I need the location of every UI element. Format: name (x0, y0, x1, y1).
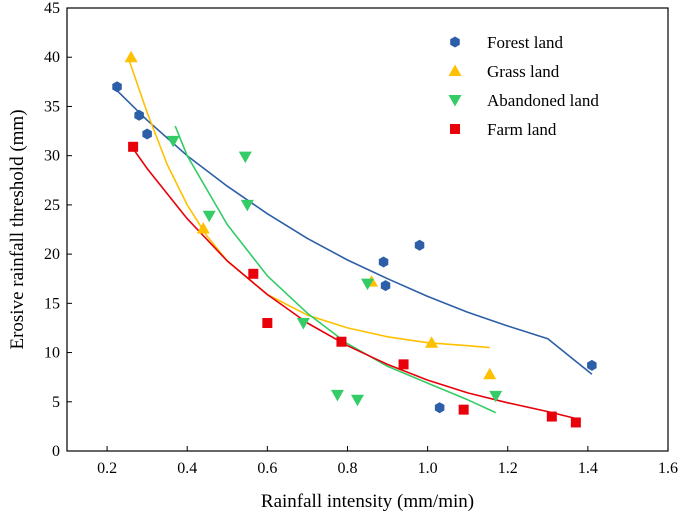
abandoned-land-point (489, 390, 503, 403)
abandoned-land-point (361, 278, 374, 291)
legend-item-grass-land: Grass land (448, 62, 560, 81)
farm-land-point (458, 404, 469, 415)
forest-land-point (112, 81, 122, 93)
y-axis-title: Erosive rainfall threshold (mm) (7, 109, 28, 349)
y-tick-label: 40 (44, 49, 60, 66)
farm-land-fit-curve (130, 145, 576, 420)
legend-label: Farm land (487, 120, 557, 139)
forest-land-point (134, 109, 144, 121)
x-tick-label: 0.4 (177, 460, 197, 477)
abandoned-land-point (330, 389, 344, 402)
legend-marker-forest-land (450, 36, 460, 48)
legend-item-farm-land: Farm land (450, 120, 557, 139)
x-tick-label: 1.6 (658, 460, 678, 477)
x-tick-label: 0.2 (97, 460, 117, 477)
y-tick-label: 25 (44, 197, 60, 214)
fit-curves (114, 59, 593, 420)
abandoned-land-point (238, 151, 252, 164)
axis-ticks (67, 7, 669, 452)
legend-label: Abandoned land (487, 91, 599, 110)
x-tick-label: 0.6 (257, 460, 277, 477)
legend-marker-grass-land (448, 64, 462, 76)
forest-land-point (142, 128, 152, 140)
farm-land-point (546, 411, 557, 422)
y-tick-label: 10 (44, 345, 60, 362)
abandoned-land-point (166, 135, 180, 148)
farm-land-point (128, 141, 139, 152)
grass-land-fit-curve (128, 59, 490, 349)
x-tick-label: 0.8 (337, 460, 357, 477)
y-tick-label: 0 (52, 443, 60, 460)
x-tick-label: 1.0 (418, 460, 438, 477)
tick-labels: 0.2 0.4 0.6 0.8 1.0 1.2 1.4 1.6 0 5 10 15 20 25 30 35 40… (44, 0, 678, 477)
farm-land-point (248, 268, 259, 279)
farm-land-point (398, 359, 409, 370)
legend: Forest land Grass land Abandoned land Farm … (448, 33, 599, 139)
x-tick-label: 1.2 (498, 460, 518, 477)
abandoned-land-point (350, 394, 364, 407)
x-tick-label: 1.4 (578, 460, 598, 477)
farm-land-point (262, 318, 273, 329)
grass-land-point (483, 367, 497, 380)
legend-marker-abandoned-land (448, 95, 462, 107)
plot-area-frame (66, 7, 669, 452)
farm-land-point (336, 336, 347, 347)
x-axis-title: Rainfall intensity (mm/min) (261, 491, 474, 512)
y-tick-label: 20 (44, 246, 60, 263)
forest-land-point (414, 239, 425, 251)
abandoned-land-point (202, 210, 216, 223)
grass-land-point (196, 222, 210, 234)
y-tick-label: 5 (52, 394, 60, 411)
forest-land-point (434, 402, 445, 414)
abandoned-land-fit-curve (174, 125, 497, 414)
grass-land-point (124, 50, 138, 63)
forest-land-point (378, 256, 389, 268)
grass-land-point (425, 336, 439, 348)
legend-marker-farm-land (450, 124, 460, 134)
y-tick-label: 30 (44, 148, 60, 165)
forest-land-point (380, 280, 391, 292)
data-points (112, 50, 597, 428)
forest-land-point (587, 359, 597, 371)
legend-label: Forest land (487, 33, 564, 52)
abandoned-land-point (296, 318, 310, 330)
y-tick-label: 45 (44, 0, 60, 17)
legend-item-forest-land: Forest land (450, 33, 564, 52)
y-tick-label: 35 (44, 98, 60, 115)
legend-label: Grass land (487, 62, 560, 81)
y-tick-label: 15 (44, 295, 60, 312)
legend-item-abandoned-land: Abandoned land (448, 91, 599, 110)
farm-land-point (570, 417, 581, 428)
abandoned-land-point (240, 199, 254, 212)
